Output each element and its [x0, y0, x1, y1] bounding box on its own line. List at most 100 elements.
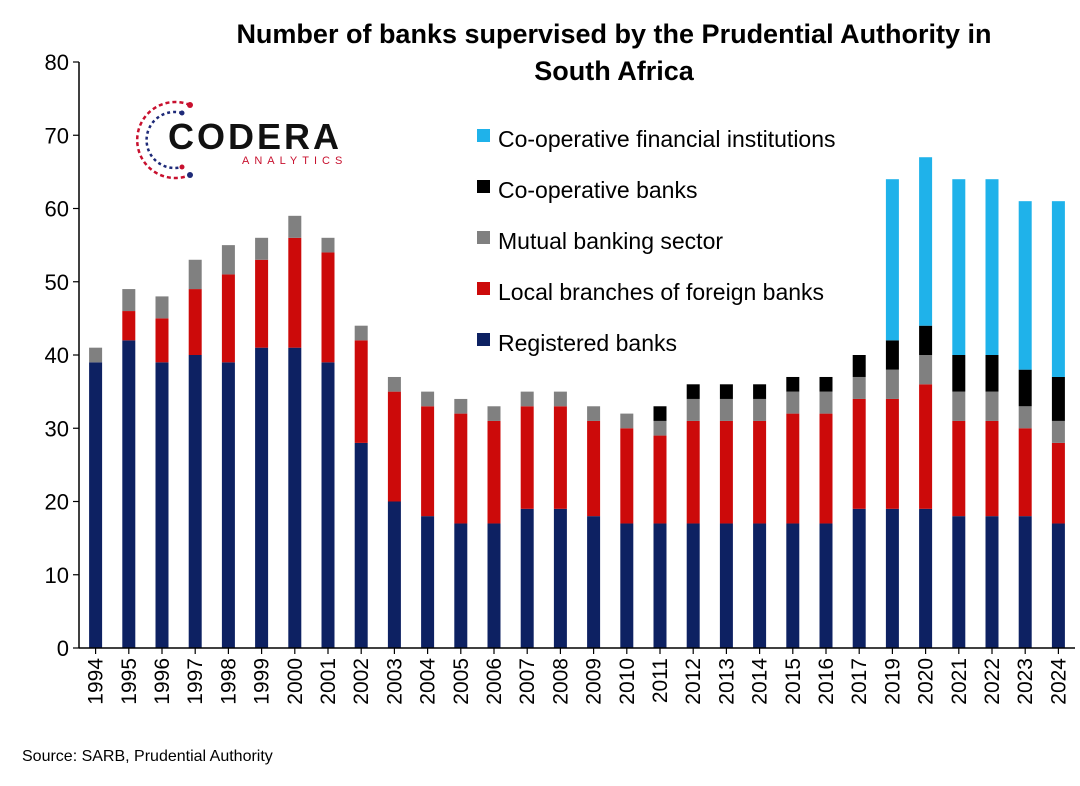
- bar-segment-co-operative-financial-institutions: [1051, 201, 1065, 377]
- bar-segment-mutual-banking-sector: [587, 406, 601, 421]
- bar-segment-local-branches-of-foreign-banks: [1018, 428, 1032, 517]
- bar-segment-registered-banks: [122, 340, 136, 648]
- bar-segment-registered-banks: [288, 347, 302, 648]
- x-axis: 1994 1995 1996 1997 1998 1999 2000 2001 2002 2003…: [79, 647, 1075, 705]
- y-tick-label: 20: [45, 490, 69, 515]
- x-tick-label: 2006: [483, 658, 506, 705]
- logo-text: CODERA: [168, 116, 342, 157]
- y-tick-label: 30: [45, 416, 69, 441]
- legend-swatch: [477, 333, 490, 346]
- bar-segment-local-branches-of-foreign-banks: [255, 259, 269, 348]
- bar-segment-mutual-banking-sector: [487, 406, 501, 421]
- bar-segment-registered-banks: [852, 508, 866, 648]
- bar-segment-registered-banks: [454, 523, 468, 648]
- legend-swatch: [477, 180, 490, 193]
- bar-segment-co-operative-banks: [819, 376, 833, 392]
- x-tick-label: 2022: [981, 658, 1004, 705]
- x-tick-label: 2021: [948, 658, 971, 705]
- bar-segment-mutual-banking-sector: [952, 391, 966, 421]
- bar-segment-local-branches-of-foreign-banks: [354, 340, 368, 443]
- bar-segment-registered-banks: [255, 347, 269, 648]
- bar-segment-mutual-banking-sector: [919, 355, 933, 385]
- legend: Co-operative financial institutions Co-op…: [477, 126, 836, 356]
- bar-segment-mutual-banking-sector: [387, 376, 401, 392]
- bar-segment-registered-banks: [885, 508, 899, 648]
- x-tick-label: 2002: [350, 658, 373, 705]
- x-tick-label: 2017: [848, 658, 871, 705]
- bar-segment-co-operative-banks: [719, 384, 733, 399]
- bar-segment-co-operative-banks: [885, 340, 899, 370]
- bar-segment-mutual-banking-sector: [188, 259, 202, 290]
- bar-segment-registered-banks: [221, 362, 235, 648]
- bar-segment-registered-banks: [1018, 516, 1032, 648]
- legend-label: Local branches of foreign banks: [498, 279, 824, 305]
- bar-segment-registered-banks: [553, 508, 567, 648]
- bar-segment-mutual-banking-sector: [321, 237, 335, 253]
- bar-segment-mutual-banking-sector: [620, 413, 634, 429]
- bar-segment-local-branches-of-foreign-banks: [852, 398, 866, 509]
- bar-segment-mutual-banking-sector: [653, 420, 667, 436]
- bar-segment-local-branches-of-foreign-banks: [221, 274, 235, 363]
- x-tick-label: 1998: [217, 658, 240, 705]
- x-tick-label: 2020: [915, 658, 938, 705]
- source-note: Source: SARB, Prudential Authority: [22, 748, 273, 765]
- bar-segment-local-branches-of-foreign-banks: [620, 428, 634, 524]
- bar-segment-local-branches-of-foreign-banks: [885, 398, 899, 509]
- bar-segment-mutual-banking-sector: [686, 398, 700, 421]
- chart-title-line-2: South Africa: [534, 56, 694, 86]
- bar-segment-local-branches-of-foreign-banks: [753, 420, 767, 524]
- bar-segment-co-operative-banks: [1051, 376, 1065, 421]
- x-tick-label: 1997: [184, 658, 207, 705]
- bar-segment-mutual-banking-sector: [819, 391, 833, 414]
- bar-segment-registered-banks: [786, 523, 800, 648]
- bar-segment-mutual-banking-sector: [985, 391, 999, 421]
- legend-swatch: [477, 129, 490, 142]
- bar-segment-mutual-banking-sector: [255, 237, 269, 260]
- x-tick-label: 1994: [85, 658, 108, 705]
- bar-segment-co-operative-banks: [1018, 369, 1032, 407]
- bar-segment-local-branches-of-foreign-banks: [985, 420, 999, 517]
- bar-segment-registered-banks: [89, 362, 103, 648]
- legend-label: Co-operative financial institutions: [498, 126, 836, 152]
- bar-segment-local-branches-of-foreign-banks: [321, 252, 335, 363]
- bar-segment-co-operative-financial-institutions: [1018, 201, 1032, 370]
- bar-segment-local-branches-of-foreign-banks: [188, 289, 202, 355]
- bars: [89, 157, 1065, 648]
- bar-segment-local-branches-of-foreign-banks: [454, 413, 468, 524]
- logo-circuit-icon: [135, 100, 193, 180]
- bar-segment-registered-banks: [952, 516, 966, 648]
- bar-segment-mutual-banking-sector: [520, 391, 534, 407]
- bar-segment-registered-banks: [620, 523, 634, 648]
- bar-segment-local-branches-of-foreign-banks: [719, 420, 733, 524]
- x-tick-label: 2024: [1047, 658, 1070, 705]
- legend-label: Registered banks: [498, 330, 677, 356]
- x-tick-label: 2011: [649, 658, 672, 703]
- bar-segment-mutual-banking-sector: [553, 391, 567, 407]
- bar-segment-mutual-banking-sector: [1051, 420, 1065, 443]
- y-tick-label: 60: [45, 197, 69, 222]
- bar-segment-mutual-banking-sector: [454, 398, 468, 414]
- bar-segment-local-branches-of-foreign-banks: [653, 435, 667, 524]
- y-tick-label: 80: [45, 50, 69, 75]
- x-tick-label: 2000: [284, 658, 307, 705]
- bar-segment-co-operative-banks: [786, 376, 800, 392]
- x-tick-label: 2014: [749, 658, 772, 705]
- bar-segment-co-operative-financial-institutions: [985, 179, 999, 355]
- legend-label: Co-operative banks: [498, 177, 697, 203]
- x-tick-label: 2007: [516, 658, 539, 705]
- bar-segment-mutual-banking-sector: [155, 296, 169, 319]
- x-tick-label: 2009: [583, 658, 606, 705]
- bar-segment-local-branches-of-foreign-banks: [919, 384, 933, 509]
- bar-segment-local-branches-of-foreign-banks: [487, 420, 501, 524]
- bar-segment-mutual-banking-sector: [786, 391, 800, 414]
- x-tick-label: 2013: [715, 658, 738, 705]
- bar-segment-co-operative-banks: [653, 406, 667, 421]
- y-tick-label: 70: [45, 123, 69, 148]
- bar-segment-co-operative-banks: [919, 325, 933, 355]
- x-tick-label: 2001: [317, 658, 340, 705]
- bar-segment-mutual-banking-sector: [89, 347, 103, 363]
- bar-segment-local-branches-of-foreign-banks: [122, 311, 136, 341]
- bar-segment-registered-banks: [653, 523, 667, 648]
- x-tick-label: 1995: [118, 658, 141, 705]
- x-tick-label: 2016: [815, 658, 838, 705]
